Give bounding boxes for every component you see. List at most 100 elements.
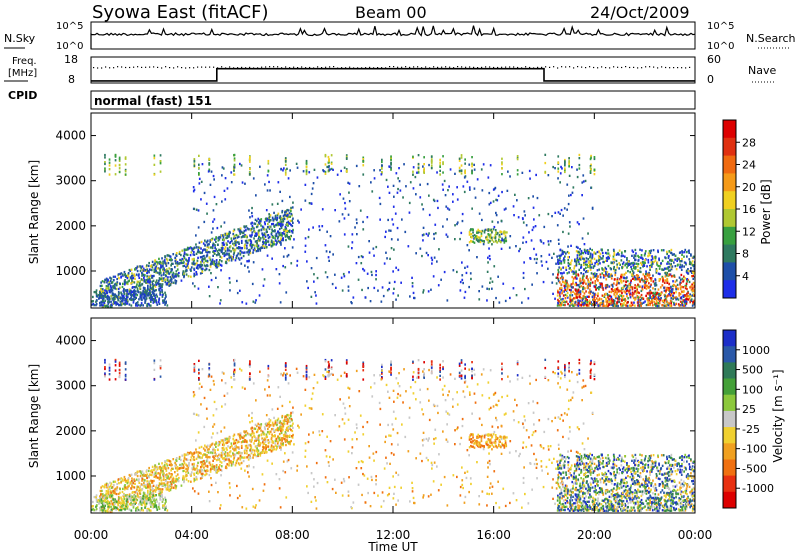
- power-cell: [108, 173, 111, 176]
- power-cell: [469, 272, 472, 275]
- power-cell: [423, 170, 425, 173]
- power-cell: [559, 288, 561, 291]
- power-cell: [139, 284, 142, 287]
- power-cell: [239, 246, 241, 249]
- power-cell: [583, 303, 585, 306]
- power-cell: [356, 233, 358, 236]
- power-cell: [112, 286, 115, 289]
- velocity-cell: [107, 488, 110, 491]
- power-cell: [304, 244, 307, 247]
- velocity-cell: [152, 492, 154, 495]
- power-cell: [685, 269, 688, 272]
- power-cell: [158, 279, 160, 282]
- velocity-cell: [138, 489, 140, 492]
- power-cell: [596, 277, 598, 281]
- power-cell: [656, 291, 658, 294]
- power-cell: [659, 272, 661, 276]
- power-cell: [644, 286, 646, 289]
- power-cell: [192, 190, 195, 193]
- power-cell: [588, 295, 590, 298]
- power-cell: [633, 266, 635, 269]
- nave-dot: [573, 67, 575, 69]
- power-cell: [192, 186, 195, 189]
- power-cell: [616, 280, 618, 283]
- power-cell: [687, 298, 689, 301]
- power-cell: [290, 223, 292, 227]
- power-cell: [377, 289, 379, 292]
- power-cell: [399, 189, 402, 192]
- power-cell: [240, 164, 243, 167]
- power-cell: [118, 277, 120, 280]
- power-cell: [693, 303, 695, 306]
- power-cell: [647, 297, 650, 300]
- power-cell: [154, 261, 156, 264]
- power-cell: [669, 290, 672, 293]
- power-cell: [359, 209, 362, 212]
- power-cell: [178, 271, 180, 275]
- power-cell: [162, 268, 164, 271]
- velocity-cell: [172, 486, 175, 489]
- power-cell: [396, 226, 399, 230]
- power-cell: [286, 223, 288, 226]
- power-cell: [666, 303, 669, 306]
- velocity-cell: [142, 472, 145, 475]
- power-cell: [400, 281, 402, 284]
- power-cell: [250, 222, 252, 225]
- power-cell: [536, 272, 538, 275]
- power-cell: [209, 258, 212, 261]
- power-cell: [593, 168, 596, 171]
- power-cell: [559, 254, 562, 257]
- power-cell: [163, 299, 165, 302]
- power-cell: [422, 289, 425, 292]
- power-cell: [669, 258, 672, 262]
- power-cell: [619, 290, 622, 293]
- power-cell: [252, 243, 254, 247]
- power-cell: [315, 294, 317, 297]
- nave-right-tick-top: 60: [707, 53, 721, 66]
- power-cell: [566, 183, 569, 186]
- power-cell: [246, 247, 248, 250]
- nave-dot: [549, 66, 551, 68]
- nave-dot: [133, 66, 135, 68]
- power-cell: [154, 299, 157, 302]
- power-cell: [501, 237, 503, 240]
- power-cell: [165, 301, 167, 305]
- nave-dot: [345, 67, 347, 69]
- power-cell: [139, 291, 142, 295]
- power-cell: [330, 154, 333, 157]
- power-cell: [488, 203, 491, 206]
- power-cell: [657, 250, 659, 254]
- power-cell: [245, 302, 248, 305]
- power-cell: [681, 277, 684, 280]
- power-cell: [568, 221, 571, 224]
- power-cell: [172, 271, 175, 274]
- power-cell: [150, 295, 152, 298]
- power-cell: [390, 155, 392, 158]
- power-cell: [205, 268, 208, 271]
- power-cell: [688, 295, 691, 298]
- power-cell: [255, 225, 258, 229]
- power-cell: [681, 251, 684, 254]
- y-tick-label: 1000: [55, 264, 86, 278]
- power-cell: [131, 294, 134, 297]
- power-cell: [425, 251, 428, 255]
- power-cell: [324, 155, 327, 158]
- power-cell: [140, 298, 142, 301]
- power-cell: [259, 247, 262, 250]
- power-cell: [677, 287, 679, 291]
- power-cell: [183, 256, 186, 260]
- power-cell: [645, 281, 647, 284]
- power-cell: [114, 282, 117, 285]
- power-cell: [421, 203, 423, 206]
- power-cell: [217, 252, 220, 255]
- nave-dot: [421, 67, 423, 69]
- power-cell: [689, 286, 691, 289]
- power-cell: [459, 289, 462, 292]
- power-cell: [123, 283, 126, 286]
- power-cell: [563, 282, 566, 285]
- power-cell: [212, 242, 215, 245]
- power-cell: [114, 173, 117, 176]
- power-cell: [137, 290, 139, 293]
- velocity-cell: [126, 487, 129, 491]
- power-cell: [380, 300, 383, 303]
